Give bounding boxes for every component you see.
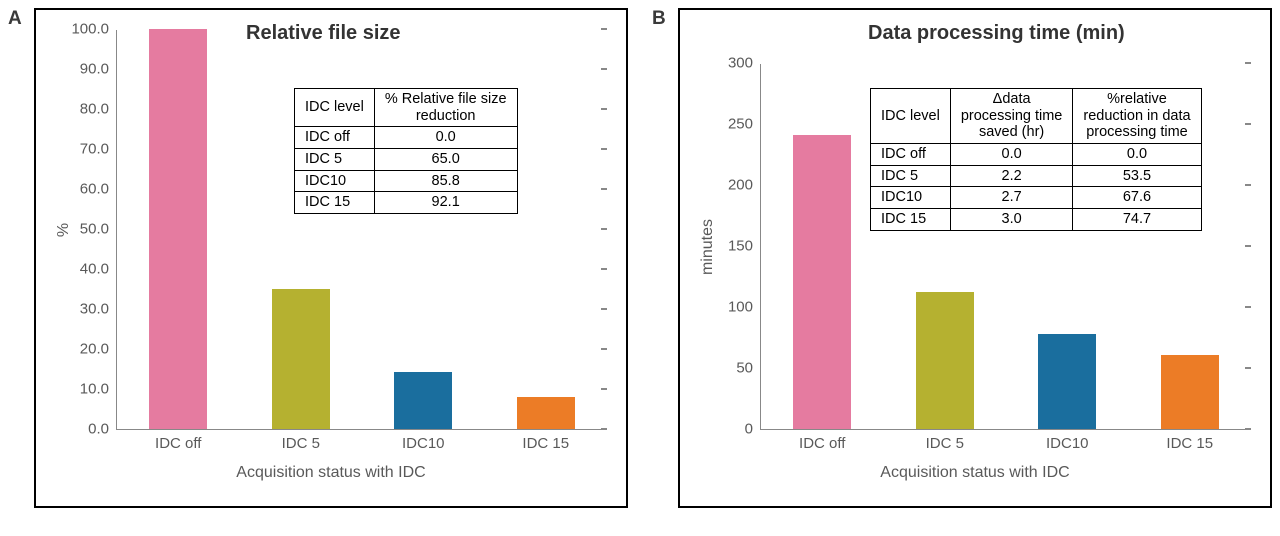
ytick-mark bbox=[601, 148, 607, 150]
table-header: IDC level bbox=[871, 89, 951, 144]
ytick-mark bbox=[1245, 306, 1251, 308]
bar bbox=[149, 29, 207, 429]
xtick-label: IDC 5 bbox=[926, 429, 964, 452]
table-row: IDC 153.074.7 bbox=[871, 209, 1202, 231]
chart-b-box: Data processing time (min) 0 50 100 150 200 2… bbox=[678, 8, 1272, 508]
chart-a-xlabel: Acquisition status with IDC bbox=[236, 464, 425, 482]
ytick-mark bbox=[601, 308, 607, 310]
ytick-label: 200 bbox=[728, 177, 761, 194]
xtick-label: IDC10 bbox=[1046, 429, 1089, 452]
figure-panels: A Relative file size 0.010.020.030.040.0… bbox=[8, 8, 1272, 508]
ytick-label: 0 bbox=[745, 421, 761, 438]
table-cell: IDC off bbox=[871, 144, 951, 166]
ytick-label: 30.0 bbox=[80, 301, 117, 318]
ytick-label: 150 bbox=[728, 238, 761, 255]
ytick-label: 20.0 bbox=[80, 341, 117, 358]
table-cell: 65.0 bbox=[374, 149, 517, 171]
ytick-mark bbox=[601, 68, 607, 70]
bar bbox=[1038, 334, 1096, 429]
xtick-label: IDC off bbox=[799, 429, 845, 452]
ytick-mark bbox=[601, 348, 607, 350]
table-cell: IDC10 bbox=[295, 170, 375, 192]
chart-b-table: IDC levelΔdataprocessing timesaved (hr)%… bbox=[870, 88, 1202, 231]
table-cell: IDC10 bbox=[871, 187, 951, 209]
table-header: %relativereduction in dataprocessing tim… bbox=[1073, 89, 1201, 144]
ytick-mark bbox=[1245, 245, 1251, 247]
ytick-label: 300 bbox=[728, 55, 761, 72]
ytick-label: 80.0 bbox=[80, 101, 117, 118]
table-cell: IDC 15 bbox=[871, 209, 951, 231]
table-cell: IDC off bbox=[295, 127, 375, 149]
bar bbox=[793, 135, 851, 429]
chart-a-ylabel: % bbox=[55, 223, 73, 237]
ytick-mark bbox=[1245, 428, 1251, 430]
table-row: IDC102.767.6 bbox=[871, 187, 1202, 209]
ytick-label: 50.0 bbox=[80, 221, 117, 238]
ytick-label: 0.0 bbox=[88, 421, 117, 438]
ytick-mark bbox=[601, 228, 607, 230]
table-cell: 2.2 bbox=[950, 165, 1073, 187]
ytick-mark bbox=[601, 428, 607, 430]
bar bbox=[394, 372, 452, 429]
table-cell: IDC 5 bbox=[295, 149, 375, 171]
table-cell: IDC 5 bbox=[871, 165, 951, 187]
ytick-mark bbox=[1245, 367, 1251, 369]
ytick-mark bbox=[1245, 62, 1251, 64]
xtick-label: IDC 15 bbox=[522, 429, 569, 452]
chart-b-ylabel: minutes bbox=[699, 219, 717, 275]
table-cell: 3.0 bbox=[950, 209, 1073, 231]
ytick-label: 70.0 bbox=[80, 141, 117, 158]
table-header: Δdataprocessing timesaved (hr) bbox=[950, 89, 1073, 144]
table-cell: 0.0 bbox=[1073, 144, 1201, 166]
xtick-label: IDC off bbox=[155, 429, 201, 452]
table-row: IDC1085.8 bbox=[295, 170, 518, 192]
bar bbox=[1161, 355, 1219, 429]
ytick-mark bbox=[1245, 123, 1251, 125]
ytick-label: 100.0 bbox=[71, 21, 117, 38]
table-cell: 85.8 bbox=[374, 170, 517, 192]
bar bbox=[517, 397, 575, 429]
ytick-mark bbox=[601, 28, 607, 30]
ytick-label: 50 bbox=[736, 360, 761, 377]
panel-a: A Relative file size 0.010.020.030.040.0… bbox=[8, 8, 628, 508]
table-row: IDC 565.0 bbox=[295, 149, 518, 171]
ytick-mark bbox=[601, 268, 607, 270]
table-cell: 92.1 bbox=[374, 192, 517, 214]
bar bbox=[916, 292, 974, 429]
table-cell: 67.6 bbox=[1073, 187, 1201, 209]
table-row: IDC 1592.1 bbox=[295, 192, 518, 214]
table-row: IDC 52.253.5 bbox=[871, 165, 1202, 187]
ytick-mark bbox=[601, 388, 607, 390]
ytick-mark bbox=[601, 108, 607, 110]
xtick-label: IDC 5 bbox=[282, 429, 320, 452]
table-row: IDC off0.00.0 bbox=[871, 144, 1202, 166]
ytick-label: 60.0 bbox=[80, 181, 117, 198]
ytick-label: 10.0 bbox=[80, 381, 117, 398]
table-cell: 0.0 bbox=[374, 127, 517, 149]
ytick-mark bbox=[601, 188, 607, 190]
table-header: % Relative file sizereduction bbox=[374, 89, 517, 127]
chart-b-xlabel: Acquisition status with IDC bbox=[880, 464, 1069, 482]
chart-b-title: Data processing time (min) bbox=[868, 22, 1125, 45]
table-header: IDC level bbox=[295, 89, 375, 127]
chart-a-box: Relative file size 0.010.020.030.040.050… bbox=[34, 8, 628, 508]
ytick-mark bbox=[1245, 184, 1251, 186]
table-cell: 2.7 bbox=[950, 187, 1073, 209]
panel-b: B Data processing time (min) 0 50 100 150 20… bbox=[652, 8, 1272, 508]
chart-a-table: IDC level% Relative file sizereductionID… bbox=[294, 88, 518, 214]
ytick-label: 40.0 bbox=[80, 261, 117, 278]
ytick-label: 100 bbox=[728, 299, 761, 316]
table-cell: IDC 15 bbox=[295, 192, 375, 214]
ytick-label: 250 bbox=[728, 116, 761, 133]
table-cell: 0.0 bbox=[950, 144, 1073, 166]
bar bbox=[272, 289, 330, 429]
table-cell: 53.5 bbox=[1073, 165, 1201, 187]
table-row: IDC off0.0 bbox=[295, 127, 518, 149]
panel-letter-a: A bbox=[8, 8, 22, 30]
xtick-label: IDC10 bbox=[402, 429, 445, 452]
table-cell: 74.7 bbox=[1073, 209, 1201, 231]
panel-letter-b: B bbox=[652, 8, 666, 30]
xtick-label: IDC 15 bbox=[1166, 429, 1213, 452]
ytick-label: 90.0 bbox=[80, 61, 117, 78]
